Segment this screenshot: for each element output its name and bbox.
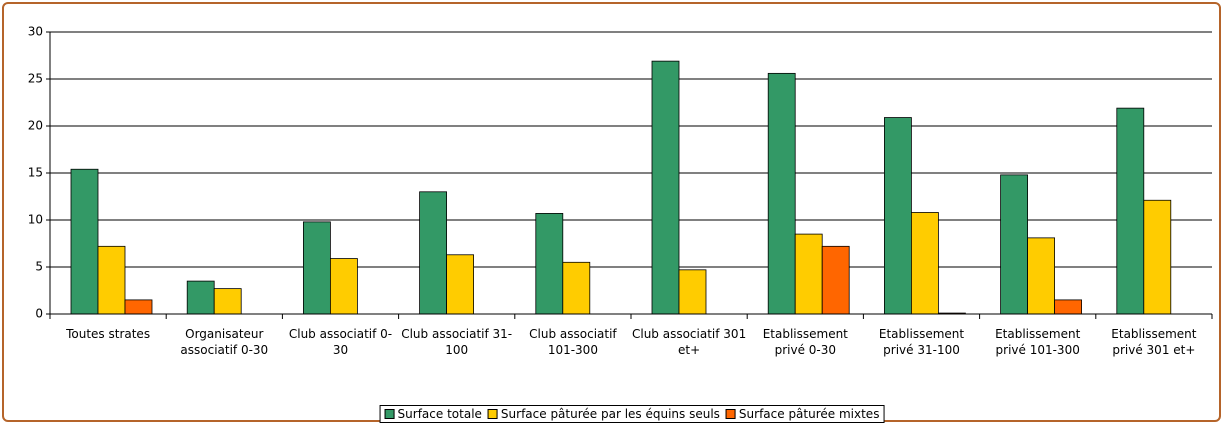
y-tick-label: 20 — [28, 119, 43, 133]
x-tick-label: Etablissement privé 101-300 — [995, 327, 1081, 357]
x-tick-label: Organisateur associatif 0-30 — [180, 327, 269, 357]
x-tick-label: Etablissement privé 31-100 — [878, 327, 965, 357]
bar — [446, 254, 475, 315]
legend-label: Surface pâturée par les équins seuls — [500, 407, 720, 421]
legend-item: Surface pâturée par les équins seuls — [487, 407, 720, 421]
bar — [678, 269, 707, 315]
x-tick-label: Club associatif 0-30 — [288, 327, 393, 357]
bar — [651, 60, 680, 315]
bar — [97, 245, 126, 315]
bar — [1143, 199, 1172, 315]
x-tick-label: Club associatif 101-300 — [529, 327, 617, 357]
y-tick-label: 15 — [28, 166, 43, 180]
y-tick-label: 5 — [35, 260, 43, 274]
bar — [302, 221, 331, 315]
legend-swatch — [487, 409, 498, 419]
bar — [884, 117, 912, 315]
y-tick-label: 30 — [28, 25, 43, 39]
bar — [186, 280, 215, 315]
x-tick-label: Club associatif 31-100 — [401, 327, 513, 357]
bar — [70, 168, 99, 315]
y-tick-label: 10 — [28, 213, 43, 227]
bar — [767, 72, 796, 315]
x-tick-label: Etablissement privé 0-30 — [762, 327, 848, 357]
legend-label: Surface pâturée mixtes — [738, 407, 880, 421]
legend: Surface totale Surface pâturée par les éq… — [379, 405, 885, 423]
bar — [419, 191, 448, 315]
bar — [821, 245, 850, 315]
x-tick-label: Toutes strates — [66, 327, 151, 341]
y-tick-label: 25 — [28, 72, 43, 86]
bar — [535, 213, 564, 315]
bar — [213, 288, 242, 315]
bar — [794, 233, 823, 315]
bar — [329, 258, 358, 315]
bar — [124, 299, 153, 315]
bar — [1054, 299, 1082, 315]
bar — [911, 212, 939, 315]
legend-label: Surface totale — [397, 407, 482, 421]
x-tick-label: Etablissement privé 301 et+ — [1111, 327, 1197, 357]
y-tick-label: 0 — [35, 307, 43, 321]
bar — [1000, 174, 1028, 315]
legend-item: Surface totale — [384, 407, 482, 421]
bar — [1027, 237, 1055, 315]
legend-swatch — [384, 409, 395, 419]
bar — [562, 261, 591, 315]
bar — [1116, 107, 1145, 315]
x-tick-label: Club associatif 301 et+ — [631, 327, 747, 357]
legend-item: Surface pâturée mixtes — [725, 407, 880, 421]
legend-swatch — [725, 409, 736, 419]
